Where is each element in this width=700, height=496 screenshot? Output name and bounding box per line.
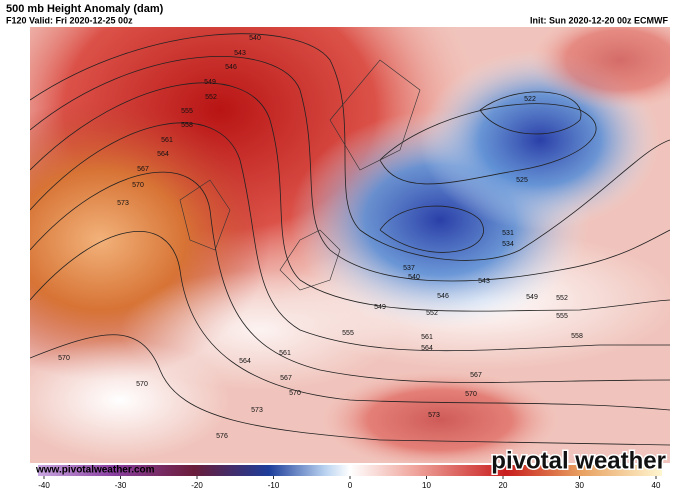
contour-label: 555 <box>181 108 193 115</box>
contour-label: 558 <box>571 333 583 340</box>
contour-label: 534 <box>502 241 514 248</box>
contour-label: 570 <box>58 355 70 362</box>
contour-label: 555 <box>342 330 354 337</box>
contour-label: 564 <box>421 345 433 352</box>
contour-label: 552 <box>205 94 217 101</box>
contour-label: 573 <box>117 200 129 207</box>
colorbar-tick-label: -20 <box>191 481 203 490</box>
contour-label: 555 <box>556 313 568 320</box>
contour-label: 576 <box>216 433 228 440</box>
contour-label: 564 <box>239 358 251 365</box>
contour-label: 531 <box>502 230 514 237</box>
contour-label: 543 <box>234 50 246 57</box>
contour-label: 570 <box>136 381 148 388</box>
contour-label: 543 <box>478 278 490 285</box>
contour-label: 564 <box>157 151 169 158</box>
contour-label: 573 <box>251 407 263 414</box>
colorbar-tick-label: 20 <box>499 481 508 490</box>
colorbar-tick-label: -10 <box>268 481 280 490</box>
valid-time: F120 Valid: Fri 2020-12-25 00z <box>6 15 133 25</box>
colorbar-tick-label: 10 <box>422 481 431 490</box>
contour-label: 537 <box>403 265 415 272</box>
init-time: Init: Sun 2020-12-20 00z ECMWF <box>530 15 669 25</box>
contour-label: 549 <box>374 304 386 311</box>
colorbar-tick-label: -30 <box>115 481 127 490</box>
contour-label: 570 <box>289 390 301 397</box>
contour-label: 558 <box>181 122 193 129</box>
contour-label: 549 <box>526 294 538 301</box>
contour-label: 573 <box>428 412 440 419</box>
title: 500 mb Height Anomaly (dam) <box>6 3 164 15</box>
colorbar-tick-label: 0 <box>348 481 353 490</box>
contour-label: 561 <box>161 137 173 144</box>
contour-label: 552 <box>426 310 438 317</box>
contour-label: 522 <box>524 96 536 103</box>
map <box>30 27 670 463</box>
contour-label: 552 <box>556 295 568 302</box>
contour-label: 540 <box>249 35 261 42</box>
contour-label: 525 <box>516 177 528 184</box>
contour-label: 567 <box>470 372 482 379</box>
contour-label: 540 <box>408 274 420 281</box>
contour-label: 546 <box>437 293 449 300</box>
contour-label: 549 <box>204 79 216 86</box>
contour-label: 561 <box>279 350 291 357</box>
contour-label: 570 <box>465 391 477 398</box>
colorbar-tick-label: 40 <box>652 481 661 490</box>
watermark: www.pivotalweather.com <box>35 465 155 476</box>
contour-label: 546 <box>225 64 237 71</box>
colorbar-tick-label: -40 <box>38 481 50 490</box>
logo: pivotal weather <box>491 447 666 474</box>
contour-label: 567 <box>137 166 149 173</box>
contour-label: 570 <box>132 182 144 189</box>
contour-label: 561 <box>421 334 433 341</box>
contour-label: 567 <box>280 375 292 382</box>
colorbar <box>38 465 662 476</box>
colorbar-tick-label: 30 <box>575 481 584 490</box>
